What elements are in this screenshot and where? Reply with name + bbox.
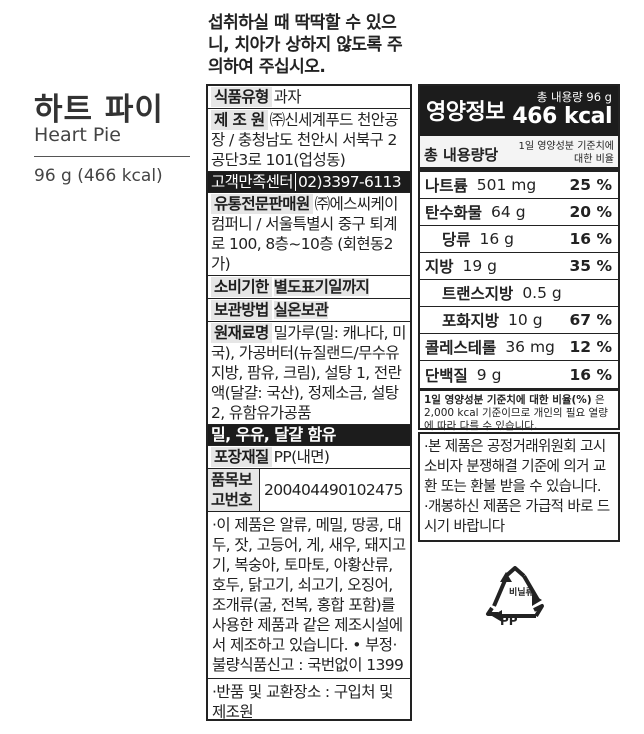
nutrient-row: 당류 16 g 16 %	[420, 226, 618, 253]
nutrition-total-amount: 총 내용량 96 g	[536, 90, 612, 104]
distributor-label: 유통전문판매원	[211, 194, 313, 214]
nutrition-footnote-text: 은 2,000 kcal 기준이므로 개인의 필요 열량에 따라 다를 수 있습…	[424, 394, 608, 432]
packaging-value: PP(내면)	[273, 448, 330, 466]
manufacturer-label: 제 조 원	[211, 110, 268, 130]
report-number-row: 품목보고번호 200404490102475	[208, 469, 410, 512]
ingredients-label: 원재료명	[211, 323, 272, 343]
nutrition-title: 영양정보	[426, 100, 505, 125]
allergen-row: 밀, 우유, 달걀 함유	[208, 425, 410, 446]
nutrient-value: 501 mg	[476, 176, 537, 194]
nutrition-panel: 영양정보 총 내용량 96 g 466 kcal 총 내용량당 1일 영양성분 …	[418, 84, 620, 432]
cross-contamination-notice: ·이 제품은 알류, 메밀, 땅콩, 대두, 잣, 고등어, 게, 새우, 돼지…	[208, 512, 410, 679]
manufacturer-row: 제 조 원 ㈜신세계푸드 천안공장 / 충청남도 천안시 서북구 2공단3로 10…	[208, 109, 410, 172]
customer-center-label: 고객만족센터	[211, 173, 294, 191]
expiry-value: 별도표기일까지	[273, 278, 370, 296]
nutrient-percent: 16 %	[569, 230, 613, 248]
return-notice: ·반품 및 교환장소 : 구입처 및 제조원	[212, 683, 393, 721]
nutrition-daily-ratio-note: 1일 영양성분 기준치에 대한 비율	[518, 141, 614, 165]
nutrient-row: 콜레스테롤 36 mg 12 %	[420, 334, 618, 361]
recycle-category: 비닐류	[509, 588, 534, 598]
storage-label: 보관방법	[211, 300, 272, 320]
report-number-value: 200404490102475	[264, 481, 404, 499]
nutrient-value: 36 mg	[505, 338, 555, 356]
nutrient-row: 단백질 9 g 16 %	[420, 361, 618, 388]
nutrient-name: 콜레스테롤	[425, 339, 497, 357]
nutrient-percent: 35 %	[569, 257, 613, 275]
product-weight: 96 g (466 kcal)	[34, 166, 163, 186]
nutrient-row: 지방 19 g 35 %	[420, 253, 618, 280]
nutrient-name: 지방	[425, 258, 454, 276]
nutrient-name: 탄수화물	[425, 204, 483, 222]
nutrient-name: 나트륨	[425, 177, 468, 195]
nutrient-value: 0.5 g	[522, 284, 562, 302]
packaging-label: 포장재질	[211, 447, 272, 467]
nutrient-row: 트랜스지방 0.5 g	[420, 280, 618, 307]
nutrient-value: 64 g	[491, 203, 526, 221]
recycle-icon	[486, 566, 544, 622]
product-info-table: 식품유형 과자 제 조 원 ㈜신세계푸드 천안공장 / 충청남도 천안시 서북구 2…	[206, 84, 412, 721]
customer-center-row: 고객만족센터 02)3397-6113	[208, 172, 410, 193]
consumer-notice: ·본 제품은 공정거래위원회 고시 소비자 분쟁해결 기준에 의거 교환 또는 …	[418, 432, 620, 542]
customer-center-phone: 02)3397-6113	[297, 173, 402, 191]
product-name-english: Heart Pie	[34, 124, 121, 146]
nutrient-row: 나트륨 501 mg 25 %	[420, 172, 618, 199]
ingredients-value: 밀가루(밀: 캐나다, 미국), 가공버터(뉴질랜드/무수유지방, 팜유, 크림…	[211, 324, 407, 422]
nutrition-per-total: 총 내용량당	[424, 146, 499, 164]
nutrient-value: 9 g	[476, 365, 502, 384]
expiry-label: 소비기한	[211, 277, 272, 297]
nutrition-footnote: 1일 영양성분 기준치에 대한 비율(%) 은 2,000 kcal 기준이므로…	[420, 388, 618, 436]
nutrient-percent: 25 %	[569, 176, 613, 194]
storage-row: 보관방법 실온보관	[208, 299, 410, 322]
expiry-row: 소비기한 별도표기일까지	[208, 276, 410, 299]
nutrient-row: 탄수화물 64 g 20 %	[420, 199, 618, 226]
nutrient-percent: 67 %	[569, 311, 613, 329]
nutrient-percent: 20 %	[569, 203, 613, 221]
nutrient-row: 포화지방 10 g 67 %	[420, 307, 618, 334]
hardness-warning: 섭취하실 때 딱딱할 수 있으니, 치아가 상하지 않도록 주의하여 주십시오.	[208, 13, 403, 77]
distributor-value: ㈜에스씨케이컴퍼니 / 서울특별시 중구 퇴계로 100, 8층~10층 (회현…	[211, 195, 398, 273]
food-type-value: 과자	[273, 88, 302, 106]
nutrition-kcal: 466 kcal	[512, 104, 612, 129]
nutrition-header: 영양정보 총 내용량 96 g 466 kcal	[420, 86, 618, 136]
nutrient-name: 단백질	[425, 366, 468, 385]
packaging-row: 포장재질 PP(내면)	[208, 446, 410, 469]
manufacturer-value: ㈜신세계푸드 천안공장 / 충청남도 천안시 서북구 2공단3로 101(업성동…	[211, 111, 399, 169]
nutrient-value: 10 g	[508, 311, 543, 329]
food-type-label: 식품유형	[211, 87, 272, 107]
consume-soon-notice: ·개봉하신 제품은 가급적 바로 드시기 바랍니다	[424, 499, 610, 535]
nutrient-percent: 12 %	[569, 338, 613, 356]
product-name: 하트 파이	[34, 92, 164, 128]
ingredients-row: 원재료명 밀가루(밀: 캐나다, 미국), 가공버터(뉴질랜드/무수유지방, 팜유…	[208, 322, 410, 425]
recycle-material: PP	[500, 614, 518, 628]
nutrient-name: 포화지방	[442, 312, 500, 330]
nutrient-value: 19 g	[462, 257, 498, 275]
nutrition-footnote-bold: 1일 영양성분 기준치에 대한 비율(%)	[424, 394, 592, 406]
refund-notice: ·본 제품은 공정거래위원회 고시 소비자 분쟁해결 기준에 의거 교환 또는 …	[424, 439, 606, 495]
storage-value: 실온보관	[273, 301, 329, 319]
food-type-row: 식품유형 과자	[208, 86, 410, 109]
distributor-row: 유통전문판매원 ㈜에스씨케이컴퍼니 / 서울특별시 중구 퇴계로 100, 8층~…	[208, 193, 410, 276]
nutrient-name: 당류	[442, 231, 471, 249]
nutrient-name: 트랜스지방	[442, 285, 514, 303]
nutrient-value: 16 g	[479, 230, 515, 248]
nutrition-subheader: 총 내용량당 1일 영양성분 기준치에 대한 비율	[420, 136, 618, 172]
report-number-label: 품목보고번호	[208, 469, 260, 511]
title-divider	[34, 156, 190, 157]
nutrient-percent: 16 %	[569, 365, 613, 384]
